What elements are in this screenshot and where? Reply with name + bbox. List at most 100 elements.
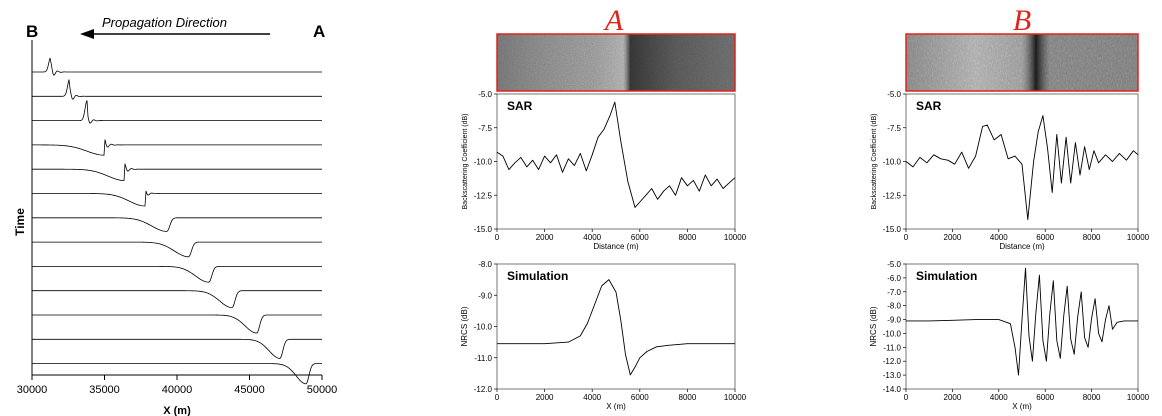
y-tick-label: -15.0 — [474, 225, 493, 234]
y-tick-label: -10.0 — [883, 158, 902, 167]
sar-image-b-front — [906, 34, 1138, 91]
y-tick-label: -5.0 — [887, 90, 901, 99]
x-tick-label: 2000 — [536, 233, 554, 242]
sar-image-a-front — [497, 34, 735, 91]
propagation-arrow-head — [80, 29, 94, 39]
soliton-trace — [32, 57, 322, 77]
propagation-direction-label: Propagation Direction — [102, 15, 227, 30]
sar-image-a-frame — [496, 33, 736, 92]
plot-2: 0 2000 4000 6000 8000 10000 -8.0 -9.0 -10.0 -11.0… — [460, 260, 747, 411]
x-tick-label: 6000 — [631, 233, 649, 242]
left-traces — [32, 57, 322, 385]
x-tick-label: 8000 — [679, 233, 697, 242]
x-tick-label: 2000 — [944, 393, 962, 402]
soliton-trace — [32, 290, 322, 309]
x-tick-label: 10000 — [724, 393, 747, 402]
left-x-tick-label: 50000 — [307, 384, 338, 396]
plot-frame — [496, 93, 736, 230]
plot-1: 0 2000 4000 6000 8000 10000 -5.0 -7.5 -10.0 -12.5… — [462, 90, 747, 251]
y-tick-label: -5.0 — [887, 260, 901, 269]
soliton-trace — [32, 139, 322, 156]
x-tick-label: 4000 — [990, 393, 1008, 402]
y-tick-label: -8.0 — [478, 260, 492, 269]
soliton-trace — [32, 79, 322, 100]
y-tick-label: -10.0 — [883, 329, 902, 338]
soliton-trace — [32, 190, 322, 207]
label-a: A — [313, 22, 325, 41]
series-line — [497, 279, 735, 376]
label-b: B — [26, 22, 38, 41]
soliton-trace — [32, 241, 322, 258]
x-tick-label: 6000 — [1036, 393, 1054, 402]
y-tick-label: -5.0 — [478, 90, 492, 99]
x-tick-label: 10000 — [1127, 233, 1150, 242]
series-line — [906, 267, 1138, 376]
y-tick-label: -13.0 — [883, 371, 902, 380]
x-tick-label: 8000 — [1083, 393, 1101, 402]
x-axis-label: X (m) — [1012, 402, 1032, 411]
plot-frame — [905, 93, 1139, 230]
left-x-ticks: 30000 35000 40000 45000 50000 — [17, 375, 338, 396]
x-tick-label: 4000 — [583, 393, 601, 402]
plot-frame — [905, 263, 1139, 390]
x-axis-label: X (m) — [606, 402, 626, 411]
x-tick-label: 6000 — [1036, 233, 1054, 242]
y-tick-label: -14.0 — [883, 385, 902, 394]
x-axis-label: Distance (m) — [999, 242, 1045, 251]
x-tick-label: 2000 — [536, 393, 554, 402]
y-tick-label: -7.5 — [887, 124, 901, 133]
y-tick-label: -9.0 — [478, 291, 492, 300]
plot-title: Simulation — [507, 269, 568, 283]
plot-3: 0 2000 4000 6000 8000 10000 -5.0 -7.5 -10.0 -12.5… — [871, 90, 1150, 251]
x-tick-label: 0 — [904, 233, 909, 242]
left-x-tick-label: 40000 — [162, 384, 193, 396]
y-tick-label: -6.0 — [887, 274, 901, 283]
y-tick-label: -7.0 — [887, 288, 901, 297]
soliton-trace — [32, 217, 322, 232]
soliton-trace — [32, 266, 322, 283]
plot-4: 0 2000 4000 6000 8000 10000 -5.0 -6.0 -7.0 -8.0 -9… — [869, 260, 1150, 411]
series-line — [905, 115, 1139, 221]
soliton-trace — [32, 100, 322, 124]
y-tick-label: -11.0 — [474, 354, 492, 363]
left-x-tick-label: 35000 — [89, 384, 120, 396]
sar-image-b-label: B — [1013, 4, 1031, 37]
y-tick-label: -15.0 — [883, 225, 902, 234]
sar-image-a-label: A — [603, 4, 624, 37]
x-tick-label: 8000 — [1083, 233, 1101, 242]
soliton-trace — [32, 363, 322, 385]
plot-title: SAR — [916, 99, 942, 113]
y-axis-label: Backscattering Coefficient (dB) — [871, 114, 878, 210]
x-tick-label: 0 — [904, 393, 909, 402]
left-x-tick-label: 45000 — [234, 384, 265, 396]
x-tick-label: 10000 — [1127, 393, 1150, 402]
series-line — [496, 101, 736, 208]
y-tick-label: -9.0 — [887, 316, 901, 325]
y-axis-label: NRCS (dB) — [869, 306, 878, 346]
x-tick-label: 0 — [495, 393, 500, 402]
x-tick-label: 10000 — [724, 233, 747, 242]
plot-title: SAR — [507, 99, 533, 113]
line-plots: 0 2000 4000 6000 8000 10000 -5.0 -7.5 -10.0 -12.5… — [460, 90, 1150, 411]
left-x-tick-label: 30000 — [17, 384, 48, 396]
y-tick-label: -12.5 — [474, 191, 493, 200]
left-x-axis-label: X (m) — [163, 405, 191, 416]
sar-image-a: A — [496, 4, 736, 92]
time-axis-label: Time — [13, 208, 27, 236]
y-axis-label: Backscattering Coefficient (dB) — [462, 114, 469, 210]
x-tick-label: 0 — [495, 233, 500, 242]
sar-image-b: B — [905, 4, 1139, 92]
x-tick-label: 2000 — [944, 233, 962, 242]
sar-image-b-frame — [905, 33, 1139, 92]
x-tick-label: 8000 — [679, 393, 697, 402]
y-tick-label: -12.0 — [883, 357, 902, 366]
soliton-propagation-panel: B A Propagation Direction Time 30000 3500… — [13, 15, 337, 416]
x-tick-label: 4000 — [990, 233, 1008, 242]
x-tick-label: 6000 — [631, 393, 649, 402]
y-tick-label: -11.0 — [883, 343, 901, 352]
soliton-trace — [32, 314, 322, 334]
y-tick-label: -10.0 — [474, 323, 493, 332]
y-tick-label: -12.0 — [474, 385, 493, 394]
x-axis-label: Distance (m) — [593, 242, 639, 251]
